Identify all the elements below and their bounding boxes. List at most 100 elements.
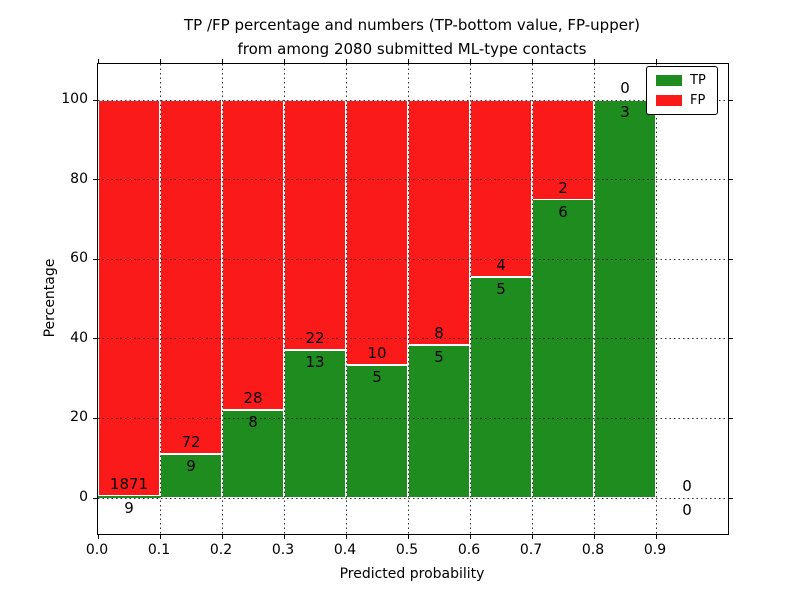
fp-swatch-icon xyxy=(656,95,682,106)
grid-hline xyxy=(98,338,728,340)
x-tick-top xyxy=(159,59,161,63)
grid-vline xyxy=(655,64,657,534)
bar-segment-tp xyxy=(532,199,594,498)
legend-item-tp: TP xyxy=(656,74,713,87)
bar-segment-fp xyxy=(98,100,160,497)
y-tick xyxy=(93,497,97,499)
tp-count-label: 13 xyxy=(305,353,325,372)
bar-segment-tp xyxy=(594,100,656,498)
y-tick xyxy=(93,99,97,101)
x-tick-label: 0.2 xyxy=(209,542,233,558)
x-tick xyxy=(221,535,223,539)
bar-segment-tp xyxy=(222,410,284,498)
x-tick-top xyxy=(469,59,471,63)
y-tick-label: 20 xyxy=(70,409,88,426)
legend-item-fp: FP xyxy=(656,94,713,107)
y-tick-right xyxy=(729,338,733,340)
y-tick-label: 0 xyxy=(79,489,88,505)
bar-segment-fp xyxy=(160,100,222,454)
tp-count-label: 5 xyxy=(434,347,444,366)
x-tick-label: 0.7 xyxy=(519,542,543,558)
bar-segment-fp xyxy=(346,100,408,366)
x-tick xyxy=(531,535,533,539)
x-tick-label: 0.1 xyxy=(147,542,171,558)
chart-title: TP /FP percentage and numbers (TP-bottom… xyxy=(97,13,727,61)
fp-count-label: 2 xyxy=(558,178,568,197)
x-tick-top xyxy=(655,59,657,63)
bar-segment-tp xyxy=(470,277,532,498)
tp-legend-label: TP xyxy=(690,73,706,88)
tp-count-label: 9 xyxy=(124,499,134,518)
grid-vline xyxy=(345,64,347,534)
x-tick xyxy=(283,535,285,539)
grid-vline xyxy=(221,64,223,534)
chart-title-line1: TP /FP percentage and numbers (TP-bottom… xyxy=(184,16,640,34)
y-tick xyxy=(93,417,97,419)
x-tick-label: 0.5 xyxy=(395,542,419,558)
tp-swatch-icon xyxy=(656,75,682,86)
y-axis-label: Percentage xyxy=(42,258,58,338)
grid-vline xyxy=(469,64,471,534)
fp-count-label: 22 xyxy=(305,329,325,348)
x-tick-top xyxy=(345,59,347,63)
x-tick-top xyxy=(593,59,595,63)
y-tick xyxy=(93,179,97,181)
x-tick-top xyxy=(283,59,285,63)
y-tick-right xyxy=(729,179,733,181)
y-tick-right xyxy=(729,258,733,260)
y-tick-right xyxy=(729,417,733,419)
grid-hline xyxy=(98,497,728,499)
bar-segment-tp xyxy=(408,345,470,498)
chart-title-line2: from among 2080 submitted ML-type contac… xyxy=(237,40,587,58)
grid-vline xyxy=(407,64,409,534)
y-tick-label: 80 xyxy=(70,170,88,187)
x-tick-label: 0.8 xyxy=(581,542,605,558)
grid-vline xyxy=(283,64,285,534)
fp-legend-label: FP xyxy=(690,93,706,108)
tp-count-label: 9 xyxy=(186,456,196,475)
x-tick-top xyxy=(221,59,223,63)
y-tick-label: 40 xyxy=(70,329,88,346)
x-tick xyxy=(655,535,657,539)
x-tick-label: 0.0 xyxy=(85,542,109,558)
tp-count-label: 5 xyxy=(496,279,506,298)
bar-segment-tp xyxy=(284,350,346,498)
tp-count-label: 8 xyxy=(248,412,258,431)
x-tick xyxy=(345,535,347,539)
x-tick-label: 0.9 xyxy=(643,542,667,558)
x-tick-label: 0.6 xyxy=(457,542,481,558)
tp-count-label: 3 xyxy=(620,103,630,121)
x-axis-label: Predicted probability xyxy=(339,566,485,582)
x-tick xyxy=(593,535,595,539)
fp-count-label: 0 xyxy=(620,79,630,97)
grid-hline xyxy=(98,258,728,260)
fp-count-label: 28 xyxy=(243,388,263,407)
y-tick-right xyxy=(729,99,733,101)
grid-hline xyxy=(98,99,728,101)
x-tick xyxy=(159,535,161,539)
grid-vline xyxy=(531,64,533,534)
fp-count-label: 0 xyxy=(682,477,692,495)
y-tick-label: 100 xyxy=(61,91,88,107)
bar-segment-tp xyxy=(98,496,160,498)
plot-area: TP FP 1871 9 72 9 28 8 22 13 10 5 8 5 4 5 2 6 0 3 0 0 xyxy=(93,59,733,539)
x-tick xyxy=(407,535,409,539)
x-tick-top xyxy=(531,59,533,63)
y-tick xyxy=(93,338,97,340)
tp-count-label: 6 xyxy=(558,202,568,221)
x-tick-label: 0.4 xyxy=(333,542,357,558)
x-tick-label: 0.3 xyxy=(271,542,295,558)
grid-vline xyxy=(593,64,595,534)
bar-segment-fp xyxy=(408,100,470,345)
x-tick xyxy=(469,535,471,539)
bar-segment-fp xyxy=(222,100,284,410)
legend: TP FP xyxy=(646,66,718,115)
fp-count-label: 8 xyxy=(434,323,444,342)
x-tick-top xyxy=(97,59,99,63)
x-tick xyxy=(97,535,99,539)
y-tick xyxy=(93,258,97,260)
fp-count-label: 10 xyxy=(367,344,387,363)
bar-segment-fp xyxy=(470,100,532,277)
fp-count-label: 4 xyxy=(496,255,506,274)
bar-segment-fp xyxy=(284,100,346,351)
